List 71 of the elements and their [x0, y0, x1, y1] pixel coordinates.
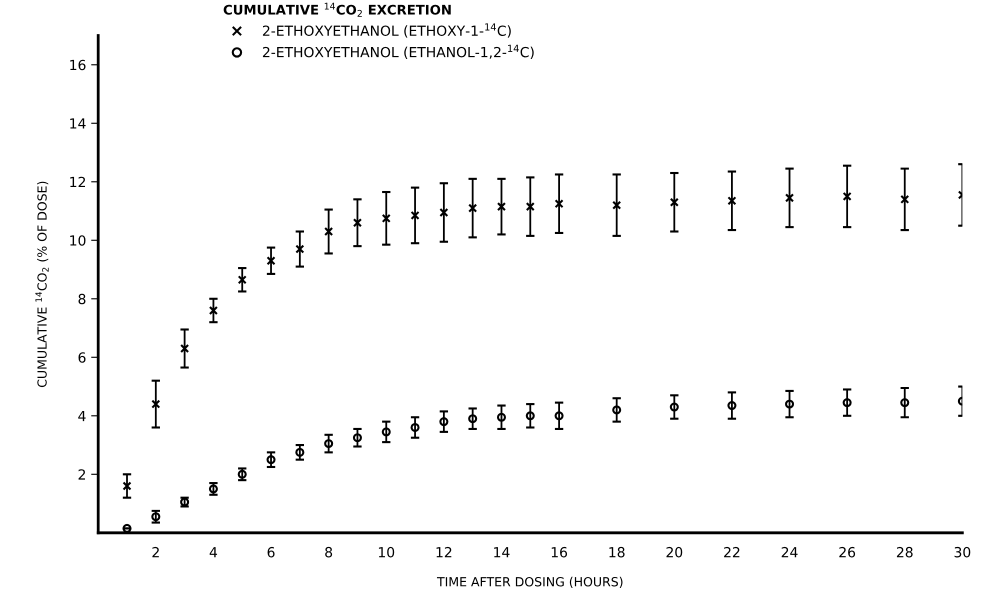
- point: [727, 196, 736, 206]
- point: [122, 481, 132, 491]
- point: [900, 194, 910, 204]
- point: [295, 448, 304, 457]
- point: [439, 417, 448, 426]
- point: [842, 398, 852, 408]
- point: [352, 218, 362, 228]
- x-tick-label: 4: [210, 547, 218, 558]
- y-tick-label: 14: [70, 118, 86, 129]
- point: [439, 208, 448, 218]
- point: [382, 214, 391, 223]
- point: [526, 411, 535, 420]
- x-tick-label: 14: [494, 547, 510, 558]
- point: [324, 439, 334, 448]
- x-axis-title: TIME AFTER DOSING (HOURS): [436, 576, 622, 588]
- x-tick-label: 2: [152, 546, 159, 558]
- point: [554, 199, 564, 208]
- y-tick-label: 10: [70, 235, 86, 246]
- point: [122, 524, 132, 533]
- x-tick-label: 20: [666, 546, 682, 558]
- y-tick-label: 16: [70, 60, 86, 70]
- x-tick-label: 18: [609, 546, 625, 558]
- point: [670, 402, 679, 412]
- point: [496, 412, 506, 422]
- point: [670, 198, 679, 207]
- x-tick-label: 26: [839, 546, 856, 558]
- point: [352, 433, 362, 442]
- y-tick-label: 12: [70, 176, 86, 188]
- point: [554, 411, 564, 420]
- point: [238, 275, 247, 284]
- y-tick-label: 8: [78, 294, 86, 304]
- point: [266, 256, 276, 266]
- y-tick-label: 2: [78, 469, 86, 480]
- point: [612, 200, 622, 210]
- x-tick-label: 8: [325, 546, 332, 558]
- point: [180, 344, 190, 354]
- point: [266, 455, 276, 464]
- point: [468, 414, 478, 424]
- x-tick-label: 22: [724, 546, 740, 558]
- point: [151, 400, 160, 409]
- y-tick-label: 6: [78, 352, 86, 363]
- legend-label: 2-ETHOXYETHANOL (ETHOXY-1-$^{14}$C): [262, 23, 511, 38]
- point: [410, 422, 420, 432]
- x-tick-label: 10: [378, 546, 394, 558]
- point: [208, 484, 218, 494]
- point: [612, 405, 622, 414]
- point: [468, 204, 478, 213]
- x-tick-label: 12: [436, 546, 452, 558]
- point: [785, 193, 794, 202]
- x-tick-label: 6: [268, 546, 275, 558]
- y-tick-label: 4: [78, 410, 86, 422]
- point: [295, 244, 304, 254]
- point: [526, 202, 535, 212]
- point: [382, 427, 391, 436]
- x-tick-label: 28: [896, 546, 913, 558]
- point: [324, 226, 334, 236]
- x-tick-label: 30: [954, 546, 970, 558]
- legend-label: 2-ETHOXYETHANOL (ETHANOL-1,2-$^{14}$C): [262, 44, 534, 60]
- point: [208, 306, 218, 316]
- point: [496, 202, 506, 212]
- point: [727, 401, 736, 410]
- point: [842, 192, 852, 201]
- point: [238, 470, 247, 479]
- y-axis-title: CUMULATIVE $^{14}$CO$_{2}$ (% OF DOSE): [35, 182, 49, 388]
- point: [900, 398, 910, 408]
- x-tick-label: 24: [782, 546, 798, 558]
- x-tick-label: 16: [552, 546, 568, 558]
- point: [151, 512, 160, 522]
- legend-title: CUMULATIVE $^{14}$CO$_{2}$ EXCRETION: [224, 2, 451, 17]
- point: [785, 400, 794, 409]
- point: [410, 210, 420, 220]
